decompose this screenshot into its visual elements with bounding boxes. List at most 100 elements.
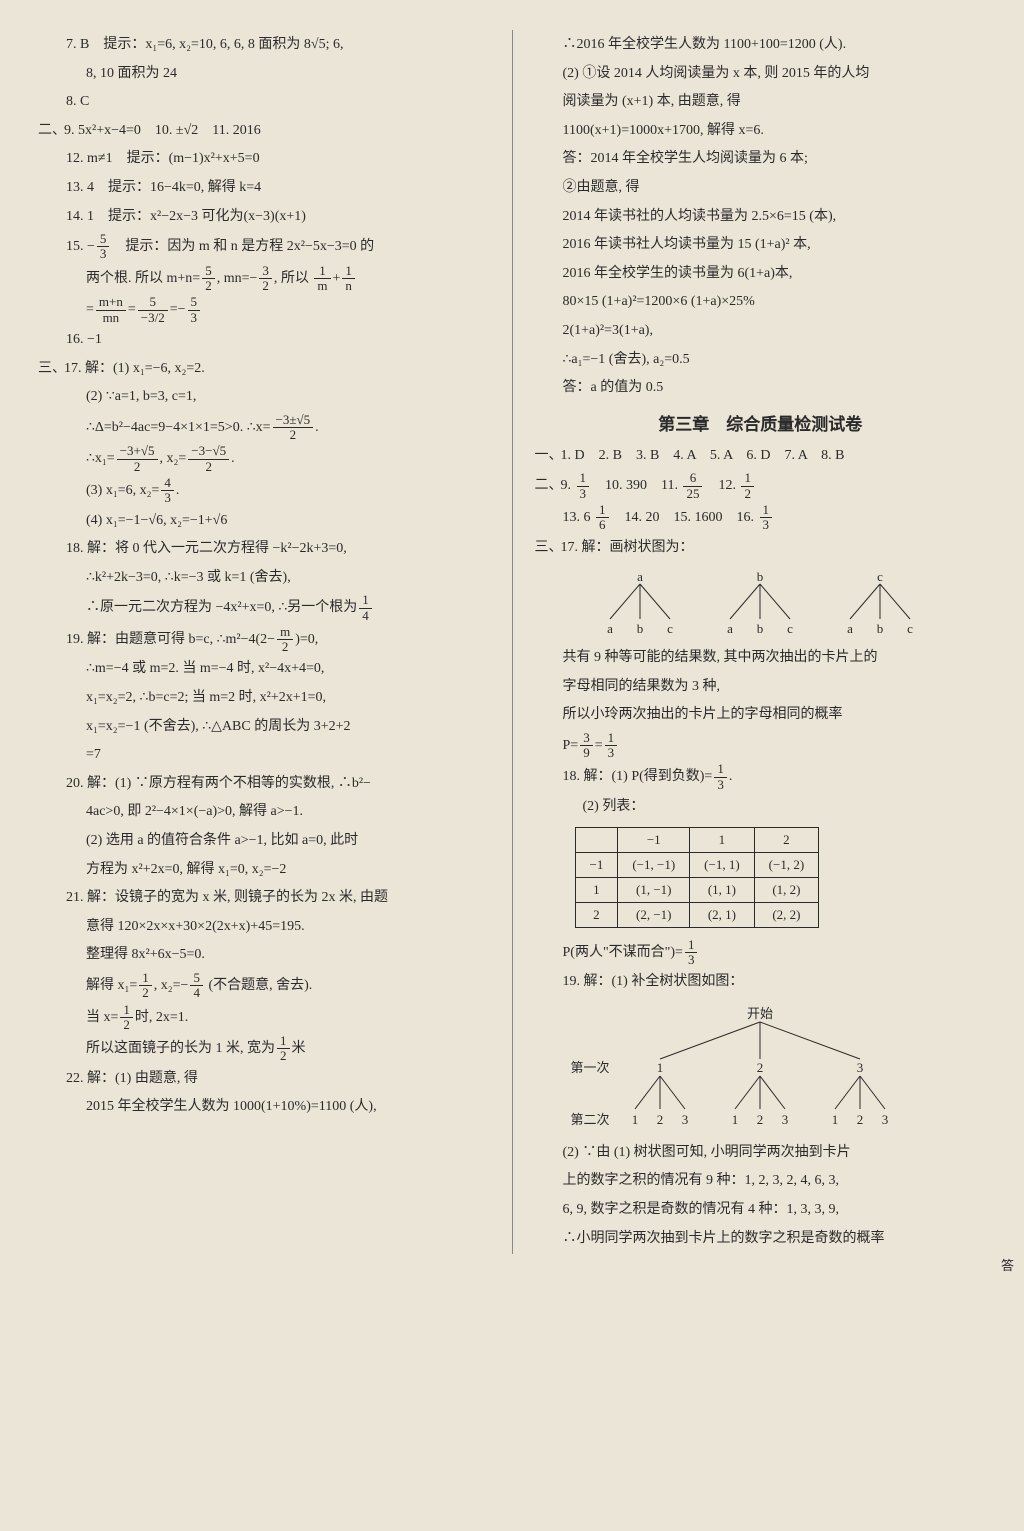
page-footer-marker: 答 — [1001, 1255, 1014, 1274]
text: = — [128, 302, 136, 317]
text-line: =m+nmn=5−3/2=−53 — [38, 295, 490, 325]
svg-text:2: 2 — [857, 1112, 864, 1127]
tree-diagram-big: 开始 第一次 1 2 3 第二次 123 123 123 — [535, 1004, 987, 1134]
section-label: 三、 — [38, 356, 64, 383]
text: 9. — [561, 478, 575, 493]
svg-text:3: 3 — [682, 1112, 689, 1127]
text-line: 2(1+a)²=3(1+a), — [535, 318, 987, 345]
fraction: 13 — [714, 762, 727, 792]
fraction: 13 — [605, 731, 618, 761]
page-container: 7. B 提示：x₁=6, x₂=10, 6, 6, 8 面积为 8√5; 6,… — [20, 30, 1004, 1254]
svg-text:1: 1 — [732, 1112, 739, 1127]
text-line: 2014 年读书社的人均读书量为 2.5×6=15 (本), — [535, 204, 987, 231]
svg-text:b: b — [757, 621, 764, 636]
text-line: ∴x₁=−3+√52, x₂=−3−√52. — [38, 444, 490, 474]
fraction: 12 — [120, 1003, 133, 1033]
text-line: (4) x₁=−1−√6, x₂=−1+√6 — [38, 508, 490, 535]
fraction: 12 — [277, 1034, 290, 1064]
text-line: 方程为 x²+2x=0, 解得 x₁=0, x₂=−2 — [38, 857, 490, 884]
fraction: 32 — [259, 264, 272, 294]
table-cell: (−1, −1) — [618, 852, 690, 877]
svg-text:2: 2 — [757, 1060, 764, 1075]
section-label: 一、 — [535, 443, 561, 470]
text-line: 三、17. 解：(1) x₁=−6, x₂=2. — [38, 356, 490, 383]
text-line: 19. 解：(1) 补全树状图如图： — [535, 969, 987, 996]
text-line: (3) x₁=6, x₂=43. — [38, 476, 490, 506]
section-label: 二、 — [38, 118, 64, 145]
text: 9. 5x²+x−4=0 10. ±√2 11. 2016 — [64, 123, 261, 138]
text-line: ∴a₁=−1 (舍去), a₂=0.5 — [535, 347, 987, 374]
text-line: 答：a 的值为 0.5 — [535, 375, 987, 402]
fraction: 13 — [685, 938, 698, 968]
text-line: 4ac>0, 即 2²−4×1×(−a)>0, 解得 a>−1. — [38, 799, 490, 826]
text-line: 当 x=12时, 2x=1. — [38, 1003, 490, 1033]
text-line: 2016 年读书社人均读书量为 15 (1+a)² 本, — [535, 232, 987, 259]
text-line: 18. 解：将 0 代入一元二次方程得 −k²−2k+3=0, — [38, 536, 490, 563]
fraction: 1n — [342, 264, 355, 294]
svg-text:c: c — [667, 621, 673, 636]
tree-level-label: 第一次 — [571, 1060, 610, 1075]
text-line: (2) ①设 2014 人均阅读量为 x 本, 则 2015 年的人均 — [535, 61, 987, 88]
table-cell: −1 — [575, 852, 618, 877]
text: . — [231, 451, 235, 466]
text-line: 7. B 提示：x₁=6, x₂=10, 6, 6, 8 面积为 8√5; 6, — [38, 32, 490, 59]
svg-text:b: b — [757, 569, 764, 584]
text: (3) x₁=6, x₂= — [86, 483, 159, 498]
fraction: 39 — [580, 731, 593, 761]
svg-text:b: b — [877, 621, 884, 636]
table-cell: −1 — [618, 827, 690, 852]
svg-text:c: c — [907, 621, 913, 636]
text-line: x₁=x₂=2, ∴b=c=2; 当 m=2 时, x²+2x+1=0, — [38, 685, 490, 712]
svg-text:1: 1 — [632, 1112, 639, 1127]
text-line: (2) ∵a=1, b=3, c=1, — [38, 384, 490, 411]
text-line: 14. 1 提示：x²−2x−3 可化为(x−3)(x+1) — [38, 204, 490, 231]
text: 1. D 2. B 3. B 4. A 5. A 6. D 7. A 8. B — [561, 448, 845, 463]
probability-table: −1 1 2 −1 (−1, −1) (−1, 1) (−1, 2) 1 (1,… — [575, 827, 820, 928]
svg-text:3: 3 — [857, 1060, 864, 1075]
text-line: 一、1. D 2. B 3. B 4. A 5. A 6. D 7. A 8. … — [535, 443, 987, 470]
text-line: 解得 x₁=12, x₂=−54 (不合题意, 舍去). — [38, 971, 490, 1001]
text: ∴原一元二次方程为 −4x²+x=0, ∴另一个根为 — [86, 600, 357, 615]
text-line: 字母相同的结果数为 3 种, — [535, 674, 987, 701]
text: 13. 6 — [563, 510, 595, 525]
tree-svg: abc abc abc abc — [580, 569, 940, 639]
text: 18. 解：(1) P(得到负数)= — [563, 769, 713, 784]
fraction: 13 — [760, 503, 773, 533]
table-row: 1 (1, −1) (1, 1) (1, 2) — [575, 877, 819, 902]
text-line: =7 — [38, 742, 490, 769]
text-line: (2) 列表： — [535, 794, 987, 821]
text-line: 阅读量为 (x+1) 本, 由题意, 得 — [535, 89, 987, 116]
fraction: 14 — [359, 593, 372, 623]
table-row: −1 (−1, −1) (−1, 1) (−1, 2) — [575, 852, 819, 877]
table-cell: (1, −1) — [618, 877, 690, 902]
text-line: ∴Δ=b²−4ac=9−4×1×1=5>0. ∴x=−3±√52. — [38, 413, 490, 443]
text: ∴Δ=b²−4ac=9−4×1×1=5>0. ∴x= — [86, 420, 271, 435]
tree-root-label: 开始 — [747, 1006, 773, 1021]
text-line: 上的数字之积的情况有 9 种：1, 2, 3, 2, 4, 6, 3, — [535, 1168, 987, 1195]
fraction: −3±√52 — [273, 413, 314, 443]
text: P= — [563, 738, 579, 753]
fraction: 53 — [97, 232, 110, 262]
svg-text:b: b — [637, 621, 644, 636]
text: = — [595, 738, 603, 753]
text: 当 x= — [86, 1010, 118, 1025]
text: 两个根. 所以 m+n= — [86, 271, 200, 286]
table-cell: (1, 2) — [754, 877, 819, 902]
text: 解得 x₁= — [86, 978, 137, 993]
text-line: 20. 解：(1) ∵原方程有两个不相等的实数根, ∴b²− — [38, 771, 490, 798]
table-cell: (1, 1) — [690, 877, 755, 902]
text-line: 所以这面镜子的长为 1 米, 宽为12米 — [38, 1034, 490, 1064]
fraction: −3+√52 — [117, 444, 158, 474]
fraction: m2 — [277, 625, 293, 655]
table-row: 2 (2, −1) (2, 1) (2, 2) — [575, 902, 819, 927]
text: 10. 390 11. — [591, 478, 681, 493]
text: 14. 20 15. 1600 16. — [611, 510, 758, 525]
section-label: 三、 — [535, 535, 561, 562]
table-cell: (−1, 1) — [690, 852, 755, 877]
svg-text:c: c — [787, 621, 793, 636]
text-line: 80×15 (1+a)²=1200×6 (1+a)×25% — [535, 289, 987, 316]
svg-text:a: a — [727, 621, 733, 636]
text: = — [86, 302, 94, 317]
text-line: x₁=x₂=−1 (不舍去), ∴△ABC 的周长为 3+2+2 — [38, 714, 490, 741]
table-cell: 2 — [575, 902, 618, 927]
